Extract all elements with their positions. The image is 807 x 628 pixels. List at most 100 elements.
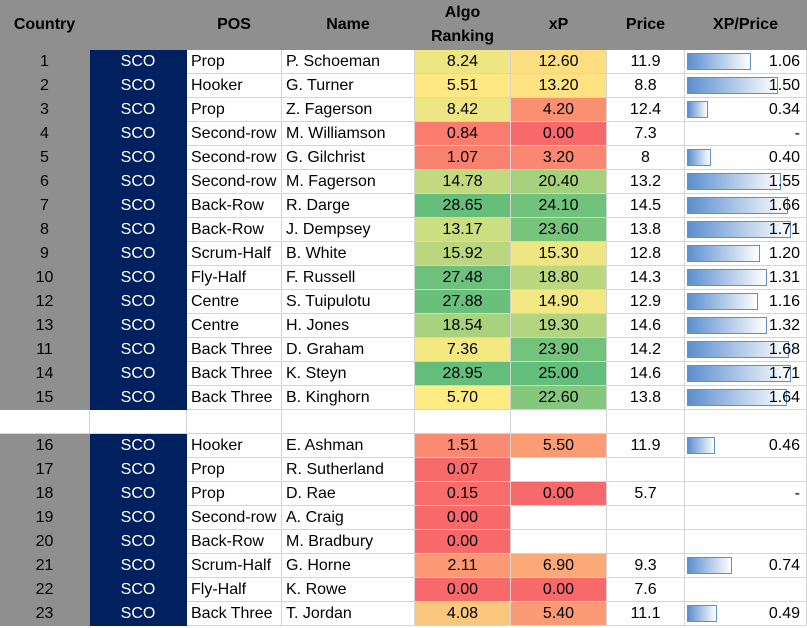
cell-text: 8 — [641, 148, 650, 166]
table-cell: 25.00 — [511, 362, 607, 386]
blank-cell — [511, 410, 607, 434]
data-bar — [687, 197, 788, 214]
cell-text: R. Darge — [286, 196, 351, 214]
table-cell: 14.6 — [607, 314, 685, 338]
table-cell: 1.31 — [685, 266, 807, 290]
table-cell: 2 — [0, 74, 90, 98]
cell-text: 3 — [40, 100, 49, 118]
cell-text: SCO — [120, 268, 156, 286]
cell-text: 12.9 — [629, 292, 662, 310]
cell-text: J. Dempsey — [286, 220, 371, 238]
cell-text: 14.5 — [629, 196, 662, 214]
cell-text: D. Rae — [286, 484, 336, 502]
table-cell: SCO — [90, 530, 187, 554]
table-cell: 7.6 — [607, 578, 685, 602]
table-cell: Prop — [187, 482, 282, 506]
table-cell: E. Ashman — [282, 434, 415, 458]
cell-text: 6.90 — [542, 556, 575, 574]
table-cell: M. Fagerson — [282, 170, 415, 194]
blank-cell — [685, 410, 807, 434]
cell-text: 28.95 — [442, 364, 483, 382]
table-cell: 3.20 — [511, 146, 607, 170]
table-cell: SCO — [90, 362, 187, 386]
table-cell: 24.10 — [511, 194, 607, 218]
table-cell: Back-Row — [187, 530, 282, 554]
data-bar — [687, 77, 779, 94]
cell-text: SCO — [120, 364, 156, 382]
data-bar — [687, 221, 791, 238]
table-cell: A. Craig — [282, 506, 415, 530]
cell-text: 1.66 — [768, 196, 800, 214]
cell-text: 27.88 — [442, 292, 483, 310]
table-cell: 0.00 — [511, 482, 607, 506]
cell-text: SCO — [120, 484, 156, 502]
data-bar — [687, 557, 732, 574]
cell-text: 9.3 — [634, 556, 657, 574]
cell-text: SCO — [120, 244, 156, 262]
table-cell: 28.65 — [415, 194, 511, 218]
table-cell: 11.9 — [607, 50, 685, 74]
cell-text: SCO — [120, 460, 156, 478]
table-cell: 5.51 — [415, 74, 511, 98]
blank-cell — [0, 410, 90, 434]
cell-text: 4 — [40, 124, 49, 142]
table-cell: R. Sutherland — [282, 458, 415, 482]
table-cell: 14.5 — [607, 194, 685, 218]
table-cell: 18.80 — [511, 266, 607, 290]
table-cell: 1.50 — [685, 74, 807, 98]
table-cell: - — [685, 122, 807, 146]
cell-text: 1.71 — [768, 220, 800, 238]
table-cell: SCO — [90, 194, 187, 218]
table-cell: 0.00 — [415, 506, 511, 530]
cell-text: M. Bradbury — [286, 532, 374, 550]
cell-text: Fly-Half — [191, 580, 247, 598]
cell-text: 1.31 — [768, 268, 800, 286]
table-cell: 0.15 — [415, 482, 511, 506]
table-cell: 15 — [0, 386, 90, 410]
table-cell: Prop — [187, 98, 282, 122]
cell-text: M. Fagerson — [286, 172, 376, 190]
cell-text: Back Three — [191, 388, 273, 406]
blank-cell — [415, 410, 511, 434]
cell-text: Z. Fagerson — [286, 100, 373, 118]
header-cell: Name — [282, 0, 415, 50]
table-cell: 1.55 — [685, 170, 807, 194]
table-cell: SCO — [90, 242, 187, 266]
blank-cell — [90, 410, 187, 434]
cell-text: G. Horne — [286, 556, 351, 574]
cell-text: 4.08 — [446, 604, 479, 622]
table-cell: 6.90 — [511, 554, 607, 578]
cell-text: 7.6 — [634, 580, 657, 598]
table-cell: 4 — [0, 122, 90, 146]
cell-text: 0.84 — [446, 124, 479, 142]
data-bar — [687, 173, 782, 190]
cell-text: 14.6 — [629, 316, 662, 334]
table-cell: SCO — [90, 314, 187, 338]
cell-text: 22.60 — [538, 388, 579, 406]
cell-text: Back-Row — [191, 532, 264, 550]
table-cell — [511, 530, 607, 554]
cell-text: Prop — [191, 100, 225, 118]
cell-text: - — [794, 484, 800, 502]
table-cell: T. Jordan — [282, 602, 415, 626]
table-cell: Centre — [187, 314, 282, 338]
cell-text: Prop — [191, 484, 225, 502]
table-cell: 1.20 — [685, 242, 807, 266]
table-cell: 1.71 — [685, 218, 807, 242]
cell-text: SCO — [120, 436, 156, 454]
cell-text: 14.78 — [442, 172, 483, 190]
cell-text: 17 — [35, 460, 54, 478]
table-cell: 1.66 — [685, 194, 807, 218]
cell-text: SCO — [120, 556, 156, 574]
data-bar — [687, 53, 752, 70]
cell-text: 25.00 — [538, 364, 579, 382]
table-cell: 12.4 — [607, 98, 685, 122]
cell-text: 0.07 — [446, 460, 479, 478]
table-cell: 15.30 — [511, 242, 607, 266]
table-cell: SCO — [90, 482, 187, 506]
cell-text: Centre — [191, 316, 240, 334]
table-cell: 18.54 — [415, 314, 511, 338]
table-cell: - — [685, 482, 807, 506]
cell-text: 14.3 — [629, 268, 662, 286]
